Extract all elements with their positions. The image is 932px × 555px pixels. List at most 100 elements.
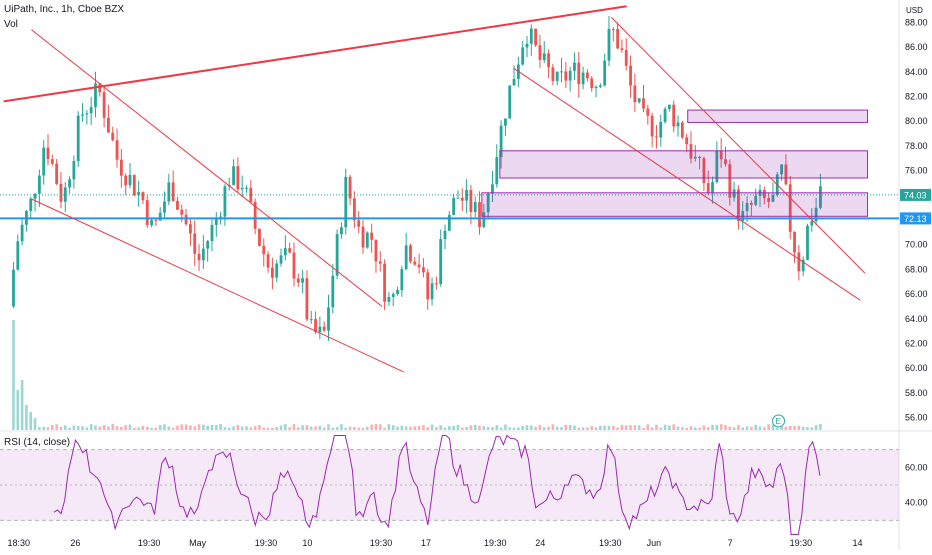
volume-bar xyxy=(659,427,663,430)
candle-body xyxy=(491,184,494,194)
candle-body xyxy=(616,29,620,49)
candle-body xyxy=(107,117,110,133)
volume-bar xyxy=(167,426,171,430)
volume-bar xyxy=(124,425,127,430)
volume-bar xyxy=(443,427,447,430)
volume-bar xyxy=(819,423,822,430)
candle-body xyxy=(283,248,287,256)
candle-body xyxy=(762,189,766,199)
volume-bar xyxy=(219,424,222,430)
volume-bar xyxy=(422,425,425,430)
volume-bar xyxy=(189,425,192,430)
volume-bar xyxy=(370,424,373,430)
supply-demand-zone[interactable] xyxy=(481,192,869,217)
volume-bar xyxy=(335,427,339,430)
volume-bar xyxy=(430,424,434,430)
volume-bar xyxy=(560,427,563,430)
volume-bar xyxy=(59,427,63,430)
candle-body xyxy=(180,209,184,215)
volume-bar xyxy=(784,426,788,430)
time-tick-label: 10 xyxy=(302,538,312,548)
candle-body xyxy=(581,72,585,85)
volume-bar xyxy=(672,424,676,430)
candle-body xyxy=(611,28,615,30)
volume-bar xyxy=(137,427,140,430)
candle-body xyxy=(72,161,76,180)
supply-demand-zone[interactable] xyxy=(499,150,869,179)
volume-bar xyxy=(435,427,438,430)
volume-bar xyxy=(284,424,287,430)
price-tick-label: 82.00 xyxy=(905,91,928,101)
candle-body xyxy=(400,269,404,291)
volume-bar xyxy=(55,424,58,430)
volume-bar xyxy=(637,425,641,430)
volume-bar xyxy=(521,426,524,430)
volume-bar xyxy=(745,426,749,430)
candle-body xyxy=(452,198,456,215)
volume-bar xyxy=(586,427,589,430)
trend-line[interactable] xyxy=(31,29,383,307)
candle-body xyxy=(68,179,71,188)
candle-body xyxy=(357,220,361,227)
volume-bar xyxy=(504,424,507,430)
candle-body xyxy=(318,326,322,333)
volume-bar xyxy=(469,425,473,430)
candle-body xyxy=(624,50,628,66)
trend-line[interactable] xyxy=(610,17,866,274)
candle-body xyxy=(296,278,300,283)
volume-bar xyxy=(314,426,317,430)
volume-bar xyxy=(292,424,296,430)
volume-bar xyxy=(38,427,41,430)
time-tick-label: 19:30 xyxy=(484,538,507,548)
volume-bar xyxy=(452,426,455,430)
volume-bar xyxy=(517,427,520,430)
earnings-icon[interactable] xyxy=(772,414,786,428)
trend-line[interactable] xyxy=(513,67,861,301)
candle-body xyxy=(76,115,80,162)
volume-bar xyxy=(232,426,235,430)
volume-bar xyxy=(111,424,115,430)
volume-bar xyxy=(327,424,330,430)
time-tick-label: 7 xyxy=(728,538,733,548)
volume-bar xyxy=(775,427,779,430)
candle-body xyxy=(745,202,749,212)
volume-bar xyxy=(150,427,153,430)
candle-body xyxy=(119,159,123,176)
candle-body xyxy=(715,150,719,183)
candle-body xyxy=(577,62,581,85)
time-tick-label: 19:30 xyxy=(370,538,393,548)
volume-bar xyxy=(732,427,736,430)
candle-body xyxy=(508,85,512,119)
volume-bar xyxy=(771,424,775,430)
candle-body xyxy=(154,220,158,222)
volume-bar xyxy=(741,427,745,430)
candle-body xyxy=(737,189,740,221)
volume-bar xyxy=(465,427,468,430)
candle-body xyxy=(422,267,425,273)
volume-bar xyxy=(33,418,37,430)
volume-bar xyxy=(63,425,67,430)
supply-demand-zone[interactable] xyxy=(687,109,869,123)
trend-line[interactable] xyxy=(31,198,404,373)
volume-bar xyxy=(305,425,309,430)
candle-body xyxy=(42,147,46,176)
volume-bar xyxy=(763,427,766,430)
candle-body xyxy=(391,293,395,297)
volume-bar xyxy=(780,426,783,430)
currency-label: USD xyxy=(906,6,923,15)
volume-bar xyxy=(102,425,106,430)
candle-body xyxy=(89,107,93,114)
candle-body xyxy=(417,264,421,268)
volume-bar xyxy=(46,427,50,430)
volume-bar xyxy=(249,427,253,430)
candle-body xyxy=(171,182,175,201)
candle-body xyxy=(728,164,732,198)
volume-bar xyxy=(236,425,240,430)
trend-line[interactable] xyxy=(3,5,627,103)
volume-bar xyxy=(711,424,714,430)
candle-body xyxy=(214,218,218,225)
volume-bar xyxy=(599,425,602,430)
volume-bar xyxy=(473,424,477,430)
support-price-tag: 72.13 xyxy=(904,214,927,224)
